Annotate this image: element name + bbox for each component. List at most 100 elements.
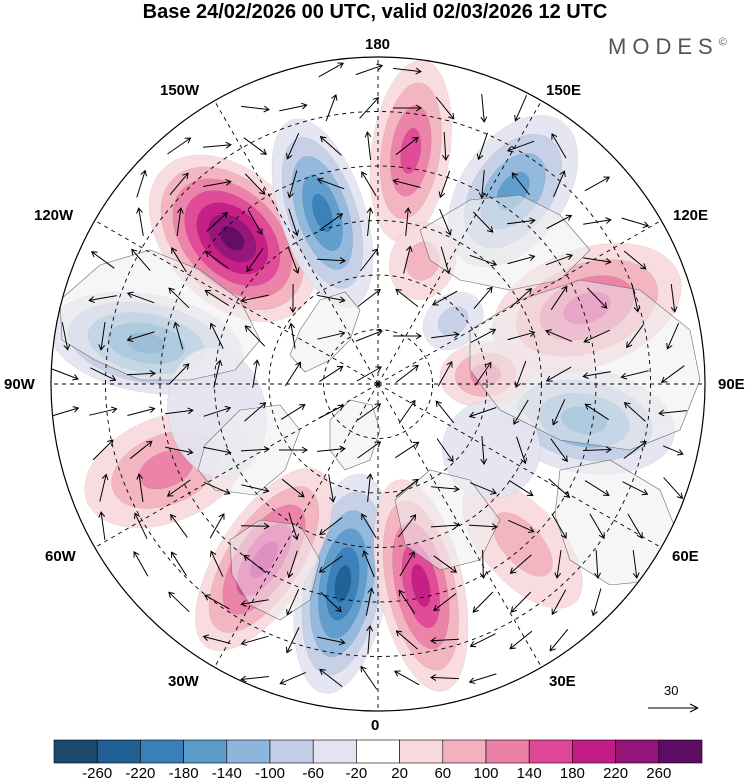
colorbar-tick-12: 220 (603, 765, 629, 782)
wind-arrow-73 (431, 290, 458, 306)
wind-arrow-114 (51, 406, 80, 417)
wind-arrow-75 (510, 287, 533, 308)
wind-arrow-140 (436, 438, 454, 463)
wind-arrow-58 (440, 246, 451, 275)
wind-arrow-57 (403, 245, 413, 274)
colorbar-swatch-5 (269, 739, 314, 764)
wind-arrow-1 (355, 63, 384, 76)
wind-arrow-64 (88, 295, 117, 303)
colorbar-tick-1: -220 (125, 765, 156, 782)
wind-arrow-110 (545, 366, 572, 382)
meridian-line-330 (214, 100, 379, 385)
wind-arrow-115 (89, 406, 118, 416)
wind-arrow-195 (286, 588, 300, 616)
wind-arrow-165 (170, 513, 188, 538)
wind-arrow-194 (240, 599, 269, 607)
wind-arrow-191 (632, 550, 640, 579)
lon-label-120e: 120E (673, 207, 709, 224)
wind-arrow-127 (552, 399, 566, 426)
wind-arrow-164 (134, 512, 148, 539)
wind-arrow-30 (438, 170, 451, 199)
wind-arrow-138 (357, 441, 382, 459)
colorbar-swatch-9 (442, 739, 487, 764)
colorbar (53, 739, 703, 764)
wind-arrow-188 (509, 554, 532, 574)
wind-arrow-122 (357, 403, 382, 421)
wind-arrow-8 (435, 96, 455, 120)
wind-arrow-124 (435, 400, 455, 424)
wind-arrow-88 (355, 329, 383, 342)
wind-arrow-143 (550, 438, 568, 463)
wind-arrow-106 (395, 364, 419, 383)
meridian-line-240 (94, 383, 379, 548)
wind-arrow-183 (318, 555, 343, 573)
map-title: Base 24/02/2026 00 UTC, valid 02/03/2026… (142, 1, 608, 23)
wind-arrow-93 (545, 329, 573, 342)
wind-arrow-129 (623, 401, 646, 422)
wind-arrow-177 (627, 513, 643, 539)
wind-arrow-172 (430, 521, 460, 529)
wind-arrow-69 (289, 283, 297, 313)
wind-arrow-128 (584, 403, 609, 421)
reference-vector-label: 30 (664, 683, 679, 698)
wind-arrow-84 (209, 322, 224, 349)
land-mass-8 (229, 519, 321, 621)
lon-label-90e: 90E (718, 376, 745, 393)
wind-arrow-109 (514, 360, 527, 389)
wind-arrow-61 (545, 253, 574, 266)
wind-arrow-199 (433, 593, 457, 612)
wind-arrow-216 (319, 668, 343, 687)
wind-arrow-94 (583, 329, 611, 343)
wind-arrow-6 (359, 96, 380, 119)
wind-arrow-89 (393, 332, 422, 340)
anomaly-contour-10-4 (312, 193, 333, 232)
wind-arrow-102 (252, 359, 260, 388)
latitude-circle-1 (268, 274, 488, 494)
wind-arrow-77 (586, 287, 608, 309)
colorbar-tick-4: -100 (254, 765, 286, 782)
wind-arrow-206 (285, 627, 300, 654)
colorbar-swatch-14 (658, 739, 703, 764)
wind-arrow-111 (582, 371, 611, 379)
wind-arrow-107 (437, 360, 453, 387)
wind-arrow-95 (626, 324, 644, 349)
wind-arrow-218 (393, 670, 420, 686)
wind-arrow-45 (507, 217, 536, 225)
colorbar-swatch-6 (312, 739, 357, 764)
map-border (50, 56, 706, 712)
wind-arrow-16 (364, 131, 372, 160)
wind-arrow-91 (470, 328, 497, 344)
wind-arrow-167 (240, 522, 270, 530)
wind-arrow-56 (360, 248, 379, 272)
wind-arrow-200 (472, 591, 494, 613)
wind-arrow-178 (133, 550, 149, 577)
anomaly-center-11 (369, 59, 452, 242)
land-mass-2 (59, 249, 261, 381)
colorbar-tick-3: -140 (211, 765, 242, 782)
wind-arrow-24 (203, 179, 232, 187)
wind-arrow-181 (243, 554, 267, 574)
wind-arrow-17 (395, 136, 419, 156)
wind-arrow-26 (287, 170, 298, 199)
wind-arrow-59 (469, 254, 498, 267)
wind-arrow-55 (316, 257, 346, 264)
wind-arrow-119 (244, 402, 267, 422)
wind-arrow-197 (365, 587, 375, 616)
wind-arrow-130 (658, 409, 687, 417)
wind-arrow-28 (361, 171, 377, 197)
wind-arrow-29 (392, 178, 421, 188)
meridian-line-60 (377, 220, 662, 385)
wind-arrow-78 (631, 284, 641, 313)
wind-arrow-212 (509, 630, 533, 650)
wind-arrow-53 (246, 248, 264, 273)
wind-arrow-176 (589, 513, 605, 539)
wind-arrow-74 (473, 286, 493, 310)
wind-arrow-201 (510, 591, 532, 613)
wind-arrow-48 (621, 217, 650, 228)
wind-arrow-175 (551, 513, 567, 539)
colorbar-swatch-10 (485, 739, 530, 764)
wind-arrow-174 (507, 519, 535, 533)
wind-arrow-10 (514, 94, 528, 122)
wind-arrow-49 (90, 251, 115, 269)
wind-arrow-170 (361, 513, 377, 539)
